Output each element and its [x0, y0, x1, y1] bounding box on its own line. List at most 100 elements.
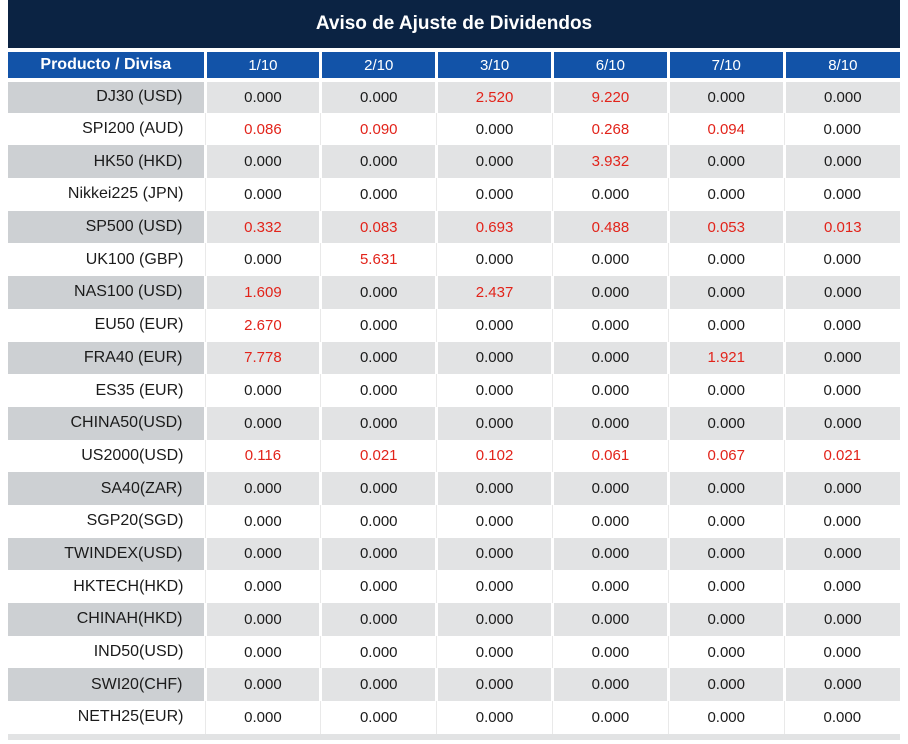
value-cell: 0.000: [320, 374, 438, 407]
product-cell: CHINAH(HKD): [8, 603, 207, 636]
value-cell: 0.000: [436, 668, 554, 702]
value-cell: 0.021: [784, 439, 900, 473]
value-cell: 0.000: [320, 406, 439, 440]
value-cell: 0.000: [668, 374, 785, 407]
value-cell: 0.000: [320, 80, 439, 113]
date-column-header: 2/10: [320, 52, 439, 82]
value-cell: 0.000: [320, 178, 438, 211]
value-cell: 0.000: [205, 472, 323, 505]
value-cell: 0.693: [436, 210, 554, 244]
table-row: CHINAH(HKD) 0.000 0.000 0.000 0.000 0.000 0.00…: [8, 603, 900, 636]
product-cell: UK100 (GBP): [8, 243, 206, 277]
value-cell: 1.609: [205, 276, 323, 309]
date-column-header: 1/10: [205, 52, 323, 82]
value-cell: 0.000: [205, 178, 322, 211]
date-column-header: 3/10: [436, 52, 554, 82]
value-cell: 0.000: [320, 504, 438, 538]
table-body: DJ30 (USD) 0.000 0.000 2.520 9.220 0.000 0.000…: [8, 80, 900, 734]
value-cell: 0.000: [552, 178, 669, 211]
value-cell: 5.631: [320, 243, 438, 277]
table-row: HKTECH(HKD) 0.000 0.000 0.000 0.000 0.000 0.00…: [8, 570, 900, 603]
value-cell: 0.000: [205, 668, 323, 702]
value-cell: 0.000: [436, 406, 554, 440]
value-cell: 0.000: [668, 243, 785, 277]
table-row: FRA40 (EUR) 7.778 0.000 0.000 0.000 1.921 0.00…: [8, 341, 900, 375]
date-column-header: 7/10: [668, 52, 786, 82]
table-row: HK50 (HKD) 0.000 0.000 0.000 3.932 0.000 0.000: [8, 145, 900, 179]
value-cell: 0.013: [784, 210, 900, 244]
value-cell: 0.000: [205, 701, 322, 734]
value-cell: 0.000: [552, 668, 670, 702]
value-cell: 0.000: [552, 406, 670, 440]
product-cell: SWI20(CHF): [8, 668, 207, 702]
value-cell: 0.000: [668, 178, 785, 211]
value-cell: 0.000: [436, 308, 553, 342]
value-cell: 0.488: [552, 210, 670, 244]
value-cell: 0.000: [436, 504, 553, 538]
value-cell: 0.268: [552, 112, 669, 146]
value-cell: 0.000: [552, 603, 670, 636]
value-cell: 0.000: [205, 80, 323, 113]
table-row: SA40(ZAR) 0.000 0.000 0.000 0.000 0.000 0.000: [8, 472, 900, 505]
value-cell: 0.000: [784, 635, 900, 669]
value-cell: 7.778: [205, 341, 323, 375]
value-cell: 0.000: [205, 243, 322, 277]
value-cell: 0.000: [552, 635, 669, 669]
value-cell: 0.000: [784, 701, 900, 734]
value-cell: 0.061: [552, 439, 669, 473]
value-cell: 0.000: [784, 112, 900, 146]
value-cell: 0.094: [668, 112, 785, 146]
value-cell: 0.000: [320, 472, 439, 505]
product-cell: TWINDEX(USD): [8, 537, 207, 571]
value-cell: 0.000: [205, 537, 323, 571]
product-column-header: Producto / Divisa: [8, 52, 207, 82]
value-cell: 0.000: [668, 80, 786, 113]
product-cell: SP500 (USD): [8, 210, 207, 244]
value-cell: 0.000: [205, 145, 323, 179]
value-cell: 0.000: [784, 308, 900, 342]
value-cell: 1.921: [668, 341, 786, 375]
value-cell: 0.086: [205, 112, 322, 146]
value-cell: 0.000: [436, 701, 553, 734]
table-row: ES35 (EUR) 0.000 0.000 0.000 0.000 0.000 0.000: [8, 374, 900, 407]
product-cell: EU50 (EUR): [8, 308, 206, 342]
value-cell: 0.000: [784, 472, 900, 505]
value-cell: 0.067: [668, 439, 785, 473]
value-cell: 0.000: [784, 145, 900, 179]
value-cell: 0.000: [784, 603, 900, 636]
header-row: Producto / Divisa 1/10 2/10 3/10 6/10 7/10 8/1…: [8, 52, 900, 82]
value-cell: 0.000: [436, 570, 553, 603]
value-cell: 0.000: [668, 276, 786, 309]
value-cell: 0.000: [668, 537, 786, 571]
value-cell: 0.000: [552, 243, 669, 277]
value-cell: 0.000: [668, 308, 785, 342]
table-row: CHINA50(USD) 0.000 0.000 0.000 0.000 0.000 0.0…: [8, 406, 900, 440]
value-cell: 0.000: [436, 112, 553, 146]
page-title: Aviso de Ajuste de Dividendos: [315, 13, 593, 34]
table-row: UK100 (GBP) 0.000 5.631 0.000 0.000 0.000 0.00…: [8, 243, 900, 277]
table-row: NAS100 (USD) 1.609 0.000 2.437 0.000 0.000 0.0…: [8, 276, 900, 309]
value-cell: 0.000: [668, 406, 786, 440]
value-cell: 0.000: [436, 145, 554, 179]
product-cell: HK50 (HKD): [8, 145, 207, 179]
table-row: TWINDEX(USD) 0.000 0.000 0.000 0.000 0.000 0.0…: [8, 537, 900, 571]
table-row: Nikkei225 (JPN) 0.000 0.000 0.000 0.000 0.000…: [8, 178, 900, 211]
value-cell: 0.000: [552, 308, 669, 342]
table-row: SWI20(CHF) 0.000 0.000 0.000 0.000 0.000 0.000: [8, 668, 900, 702]
table-row: EU50 (EUR) 2.670 0.000 0.000 0.000 0.000 0.000: [8, 308, 900, 342]
value-cell: 9.220: [552, 80, 670, 113]
value-cell: 0.000: [320, 701, 438, 734]
value-cell: 0.021: [320, 439, 438, 473]
value-cell: 0.000: [784, 341, 900, 375]
table-row: DJ30 (USD) 0.000 0.000 2.520 9.220 0.000 0.000: [8, 80, 900, 113]
value-cell: 0.000: [205, 406, 323, 440]
value-cell: 0.000: [784, 276, 900, 309]
value-cell: 0.000: [320, 145, 439, 179]
value-cell: 0.000: [552, 341, 670, 375]
value-cell: 0.000: [320, 570, 438, 603]
value-cell: 0.053: [668, 210, 786, 244]
table-row: IND50(USD) 0.000 0.000 0.000 0.000 0.000 0.000: [8, 635, 900, 669]
value-cell: 0.000: [205, 603, 323, 636]
value-cell: 0.000: [436, 341, 554, 375]
